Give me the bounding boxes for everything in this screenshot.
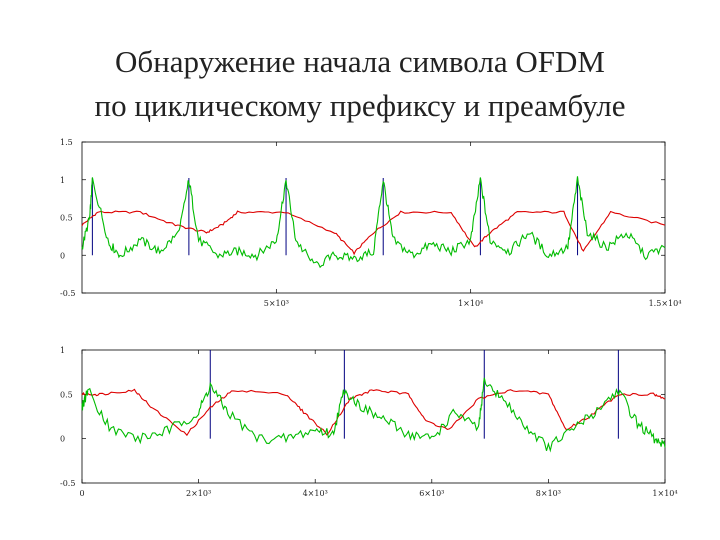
y-tick-label: 1 xyxy=(60,176,65,185)
y-tick-label: 1 xyxy=(60,346,65,355)
y-tick-label: 0.5 xyxy=(60,214,73,223)
x-tick-label: 8×10³ xyxy=(536,489,561,498)
series-line-green xyxy=(81,176,666,269)
page-title: Обнаружение начала символа OFDM по цикли… xyxy=(0,40,720,128)
y-tick-label: 0.5 xyxy=(60,390,73,399)
y-tick-label: 0 xyxy=(60,435,65,444)
x-tick-label: 2×10³ xyxy=(186,489,211,498)
x-tick-label: 6×10³ xyxy=(419,489,444,498)
title-line-1: Обнаружение начала символа OFDM xyxy=(115,44,605,79)
series-line-red xyxy=(81,388,666,437)
plot-frame xyxy=(81,349,666,484)
chart-2: -0.5 0 0.5 1 0 2×10³ 4×10³ 6×10³ 8×10³ 1×10⁴ xyxy=(60,346,678,498)
x-tick-label: 1×10⁴ xyxy=(652,489,677,498)
x-tick-label: 1×10⁴ xyxy=(458,299,483,308)
y-tick-label: -0.5 xyxy=(60,479,75,488)
y-tick-label: 0 xyxy=(60,251,65,260)
x-tick-label: 5×10³ xyxy=(264,299,289,308)
y-tick-label: 1.5 xyxy=(60,138,73,147)
title-line-2: по циклическому префиксу и преамбуле xyxy=(94,88,626,123)
x-tick-label: 1.5×10⁴ xyxy=(649,299,682,308)
x-tick-label: 0 xyxy=(79,489,84,498)
chart-1: -0.5 0 0.5 1 1.5 5×10³ 1×10⁴ 1.5×10⁴ xyxy=(60,138,681,308)
x-tick-label: 4×10³ xyxy=(303,489,328,498)
y-tick-label: -0.5 xyxy=(60,289,75,298)
series-line-green xyxy=(81,377,666,453)
